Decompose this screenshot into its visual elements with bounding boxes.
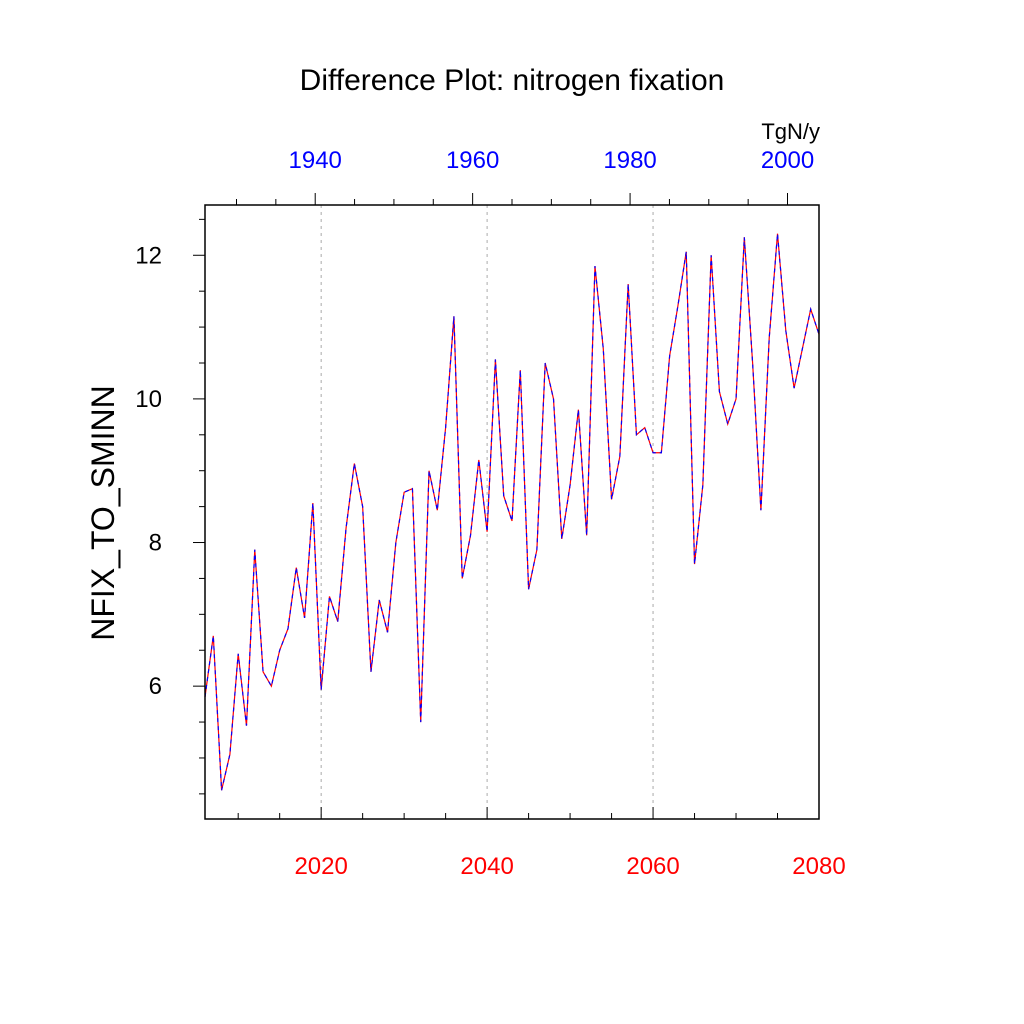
y-tick-label: 8: [149, 530, 162, 557]
bottom-tick-label: 2080: [792, 853, 845, 880]
data-series: [204, 233, 820, 791]
y-tick-label: 6: [149, 673, 162, 700]
top-tick-label: 1940: [289, 147, 342, 174]
series-line-blue: [204, 233, 820, 791]
units-label: TgN/y: [761, 119, 820, 144]
top-tick-label: 1960: [446, 147, 499, 174]
top-tick-label: 2000: [761, 147, 814, 174]
chart-title: Difference Plot: nitrogen fixation: [300, 64, 725, 97]
bottom-tick-label: 2020: [294, 853, 347, 880]
axes: 2020 2040 2060 2080 1940 1960 1980 2000 6 8 10 12: [135, 147, 845, 880]
bottom-tick-label: 2040: [460, 853, 513, 880]
series-line-red: [204, 233, 820, 791]
y-axis-label: NFIX_TO_SMINN: [85, 385, 121, 640]
bottom-tick-label: 2060: [626, 853, 679, 880]
top-tick-label: 1980: [603, 147, 656, 174]
gridlines: [320, 205, 654, 819]
y-tick-label: 10: [135, 386, 162, 413]
y-tick-label: 12: [135, 242, 162, 269]
plot-frame: [204, 204, 820, 820]
